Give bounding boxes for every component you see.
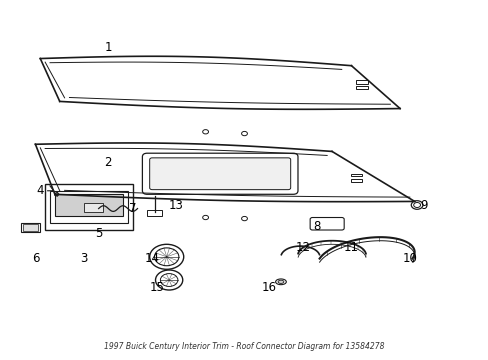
FancyBboxPatch shape	[351, 174, 362, 176]
Text: 8: 8	[313, 220, 321, 233]
Text: 1: 1	[104, 41, 112, 54]
Text: 1997 Buick Century Interior Trim - Roof Connector Diagram for 13584278: 1997 Buick Century Interior Trim - Roof …	[104, 342, 384, 351]
Text: 4: 4	[37, 184, 44, 197]
FancyBboxPatch shape	[356, 86, 368, 89]
Text: 6: 6	[32, 252, 39, 265]
FancyBboxPatch shape	[55, 194, 122, 216]
Text: 5: 5	[95, 227, 102, 240]
FancyBboxPatch shape	[147, 210, 162, 216]
Text: 7: 7	[129, 202, 136, 215]
FancyBboxPatch shape	[50, 191, 127, 223]
FancyBboxPatch shape	[21, 223, 40, 232]
Text: 12: 12	[295, 241, 310, 255]
Ellipse shape	[275, 279, 286, 285]
FancyBboxPatch shape	[142, 153, 297, 194]
Text: 9: 9	[420, 198, 427, 212]
FancyBboxPatch shape	[149, 158, 290, 190]
FancyBboxPatch shape	[356, 80, 368, 84]
Text: 10: 10	[402, 252, 416, 265]
Text: 13: 13	[169, 198, 183, 212]
Ellipse shape	[278, 280, 284, 283]
Text: 3: 3	[80, 252, 87, 265]
Text: 2: 2	[104, 156, 112, 168]
Text: 15: 15	[149, 281, 164, 294]
FancyBboxPatch shape	[23, 224, 38, 231]
FancyBboxPatch shape	[351, 179, 362, 182]
FancyBboxPatch shape	[84, 203, 103, 212]
Text: 16: 16	[261, 281, 276, 294]
Text: 14: 14	[144, 252, 159, 265]
Text: 11: 11	[343, 241, 358, 255]
FancyBboxPatch shape	[309, 217, 344, 230]
FancyBboxPatch shape	[45, 184, 132, 230]
